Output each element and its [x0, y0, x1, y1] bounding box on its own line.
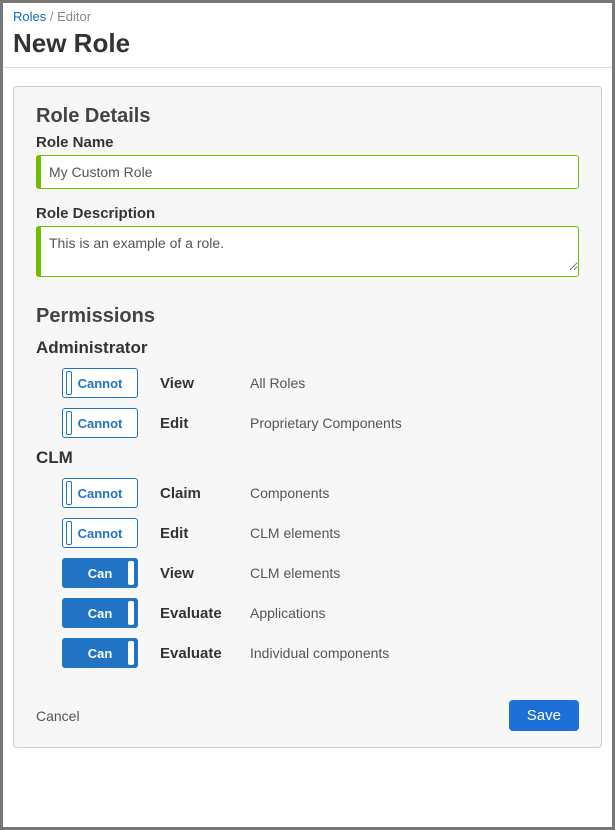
breadcrumb: Roles / Editor [3, 3, 612, 26]
permissions-heading: Permissions [36, 305, 579, 328]
permission-target: All Roles [250, 375, 305, 391]
toggle-knob [66, 521, 72, 545]
permission-target: Individual components [250, 645, 389, 661]
permission-target: Components [250, 485, 329, 501]
permission-toggle[interactable]: Cannot [62, 478, 138, 508]
breadcrumb-current: Editor [57, 9, 91, 24]
cancel-button[interactable]: Cancel [36, 708, 80, 724]
toggle-label: Cannot [78, 416, 123, 431]
toggle-knob [66, 411, 72, 435]
permission-row: Cannot EditProprietary Components [62, 408, 579, 438]
role-editor-panel: Role Details Role Name Role Description … [13, 86, 602, 748]
role-name-label: Role Name [36, 134, 579, 151]
toggle-knob [66, 481, 72, 505]
permission-toggle[interactable]: Cannot [62, 408, 138, 438]
permission-action: Edit [160, 415, 250, 432]
permission-toggle[interactable]: Cannot [62, 368, 138, 398]
permission-action: Evaluate [160, 605, 250, 622]
permission-toggle[interactable]: Cannot [62, 518, 138, 548]
role-description-input-wrap [36, 226, 579, 277]
role-description-label: Role Description [36, 205, 579, 222]
toggle-label: Cannot [78, 486, 123, 501]
permission-toggle[interactable]: Can [62, 558, 138, 588]
permission-action: View [160, 375, 250, 392]
toggle-knob [66, 371, 72, 395]
permission-target: CLM elements [250, 565, 340, 581]
permission-row: Cannot ViewAll Roles [62, 368, 579, 398]
toggle-label: Can [88, 566, 113, 581]
page-title: New Role [3, 26, 612, 68]
toggle-knob [128, 641, 134, 665]
permission-action: View [160, 565, 250, 582]
toggle-label: Cannot [78, 376, 123, 391]
permission-group-title: CLM [36, 448, 579, 468]
permission-target: Applications [250, 605, 326, 621]
permission-row: Can EvaluateApplications [62, 598, 579, 628]
toggle-label: Can [88, 646, 113, 661]
toggle-knob [128, 601, 134, 625]
permission-toggle[interactable]: Can [62, 638, 138, 668]
permission-target: CLM elements [250, 525, 340, 541]
toggle-label: Can [88, 606, 113, 621]
permission-action: Claim [160, 485, 250, 502]
permission-row: Cannot ClaimComponents [62, 478, 579, 508]
role-name-input-wrap [36, 155, 579, 189]
permission-row: Can ViewCLM elements [62, 558, 579, 588]
role-details-heading: Role Details [36, 105, 579, 128]
permission-action: Edit [160, 525, 250, 542]
toggle-knob [128, 561, 134, 585]
permission-row: Cannot EditCLM elements [62, 518, 579, 548]
toggle-label: Cannot [78, 526, 123, 541]
permission-row: Can EvaluateIndividual components [62, 638, 579, 668]
save-button[interactable]: Save [509, 700, 579, 731]
permission-target: Proprietary Components [250, 415, 402, 431]
role-name-input[interactable] [41, 156, 578, 188]
permission-toggle[interactable]: Can [62, 598, 138, 628]
form-buttons: Cancel Save [36, 700, 579, 731]
role-description-input[interactable] [41, 227, 578, 271]
breadcrumb-root-link[interactable]: Roles [13, 9, 46, 24]
permission-group-title: Administrator [36, 338, 579, 358]
permission-action: Evaluate [160, 645, 250, 662]
